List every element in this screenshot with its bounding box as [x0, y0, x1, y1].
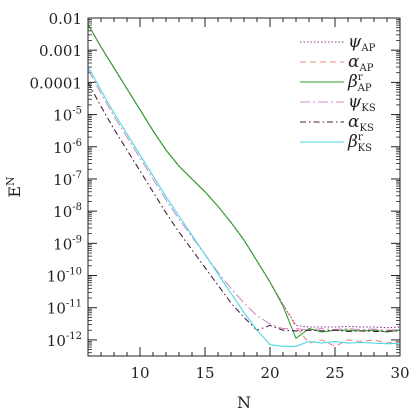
x-tick-label: 30	[390, 364, 409, 382]
y-tick-label: 10-7	[53, 170, 82, 189]
legend-label: βr AP	[347, 72, 372, 94]
series-line-3	[87, 24, 401, 340]
y-tick-label: 10-9	[53, 234, 82, 253]
x-tick-label: 15	[195, 364, 214, 382]
y-tick-label: 10-8	[53, 202, 82, 221]
y-axis-label: EN	[4, 176, 24, 198]
y-tick-label: 0.0001	[30, 74, 83, 92]
legend-label: βr KS	[347, 132, 372, 154]
series-line-2	[87, 24, 401, 347]
legend-label: ψAP	[348, 32, 376, 54]
plot-frame	[87, 17, 401, 357]
tick-layer	[87, 17, 401, 356]
y-tick-label: 10-10	[47, 267, 82, 286]
legend-label: αKS	[348, 112, 374, 134]
x-tick-label: 10	[130, 364, 149, 382]
series-layer	[87, 24, 401, 347]
y-tick-label: 10-11	[47, 299, 82, 318]
legend-label: ψKS	[348, 92, 376, 114]
y-tick-label: 10-5	[53, 106, 82, 125]
x-tick-label: 25	[325, 364, 344, 382]
series-line-5	[87, 82, 401, 333]
y-tick-label: 0.001	[39, 42, 82, 60]
y-axis-label-base: E	[5, 186, 24, 198]
legend-label: αAP	[348, 52, 374, 74]
x-tick-label: 20	[260, 364, 279, 382]
label-layer: 10 15 20 25 30 0.01 0.001 0.0001 10-5 10-6 10-7 10-…	[30, 10, 410, 382]
y-tick-label: 10-6	[53, 138, 82, 157]
y-tick-label: 10-12	[47, 331, 82, 350]
series-line-6	[87, 66, 401, 347]
y-tick-label: 0.01	[49, 10, 82, 28]
y-axis-label-sup: N	[4, 176, 17, 186]
x-axis-label: N	[237, 393, 251, 412]
